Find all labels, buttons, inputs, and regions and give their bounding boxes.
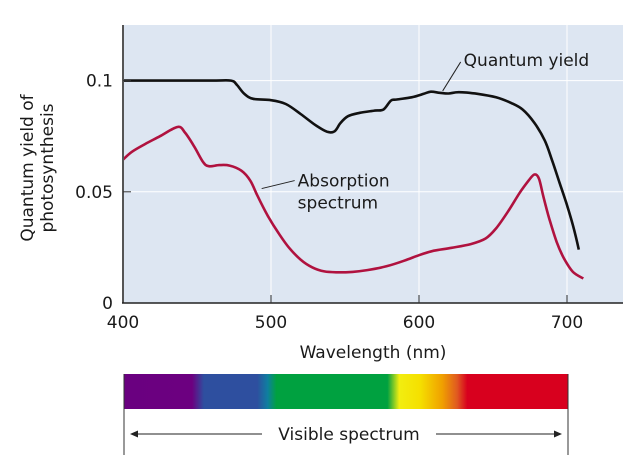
axes xyxy=(122,25,623,304)
grid-lines xyxy=(123,25,623,303)
quantum-yield-line xyxy=(123,78,581,250)
y-tick-label: 0.1 xyxy=(86,72,113,92)
arrow-right-icon xyxy=(554,430,562,438)
absorption-label-line-1: Absorption xyxy=(298,172,390,192)
y-tick-labels: 0 0.05 0.1 xyxy=(75,72,131,314)
y-tick-label: 0 xyxy=(102,294,113,314)
absorption-label-line-2: spectrum xyxy=(298,194,378,214)
x-tick-labels: 400 500 600 700 xyxy=(107,295,583,333)
absorption-spectrum-line xyxy=(122,125,585,280)
quantum-yield-leader-line xyxy=(442,61,462,92)
series-layer xyxy=(122,78,585,280)
visible-spectrum-bar: Visible spectrum xyxy=(123,374,569,455)
spectrum-color-band xyxy=(124,374,568,409)
x-tick-label: 700 xyxy=(551,313,583,333)
y-axis-title-line-2: photosynthesis xyxy=(38,103,58,232)
x-tick-label: 600 xyxy=(403,313,435,333)
absorption-leader-line xyxy=(261,180,295,190)
arrow-left-icon xyxy=(130,430,138,438)
y-axis-title-line-1: Quantum yield of xyxy=(18,93,38,241)
x-tick-label: 500 xyxy=(255,313,287,333)
y-tick-label: 0.05 xyxy=(75,183,113,203)
quantum-yield-label: Quantum yield xyxy=(464,51,590,71)
visible-spectrum-label: Visible spectrum xyxy=(278,425,419,445)
x-axis-title: Wavelength (nm) xyxy=(300,343,447,363)
y-axis-title: Quantum yield of photosynthesis xyxy=(18,93,58,241)
x-tick-label: 400 xyxy=(107,313,139,333)
